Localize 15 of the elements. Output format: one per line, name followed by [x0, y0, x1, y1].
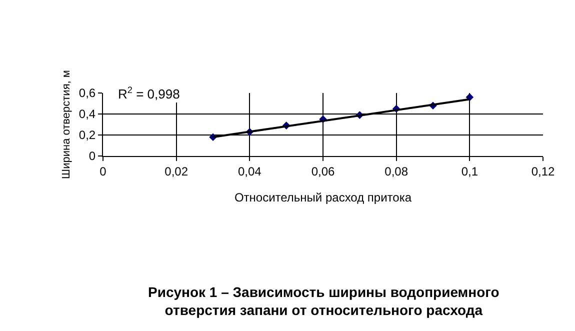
y-tick-label: 0 [88, 149, 96, 164]
x-tick-label: 0,12 [531, 164, 555, 178]
text: Рисунок 1 – Зависимость ширины водоприемного отверстия запани от относительного расхода [148, 284, 500, 318]
x-tick-label: 0,04 [238, 164, 262, 178]
x-axis-title: Относительный расход притока [234, 190, 412, 204]
annotation: R$^{2}$ = 0,998 [118, 85, 180, 102]
x-tick-label: 0,06 [311, 164, 335, 178]
x-tick-label: 0,02 [164, 164, 188, 178]
y-tick-label: 0,6 [78, 86, 96, 100]
x-tick-label: 0 [100, 164, 107, 178]
y-tick-label: 0,4 [78, 107, 96, 122]
y-axis-title: Ширина отверстия, м [60, 70, 73, 179]
y-tick-label: 0,2 [78, 128, 96, 142]
x-tick-label: 0,1 [461, 164, 478, 178]
x-tick-label: 0,08 [384, 164, 408, 178]
